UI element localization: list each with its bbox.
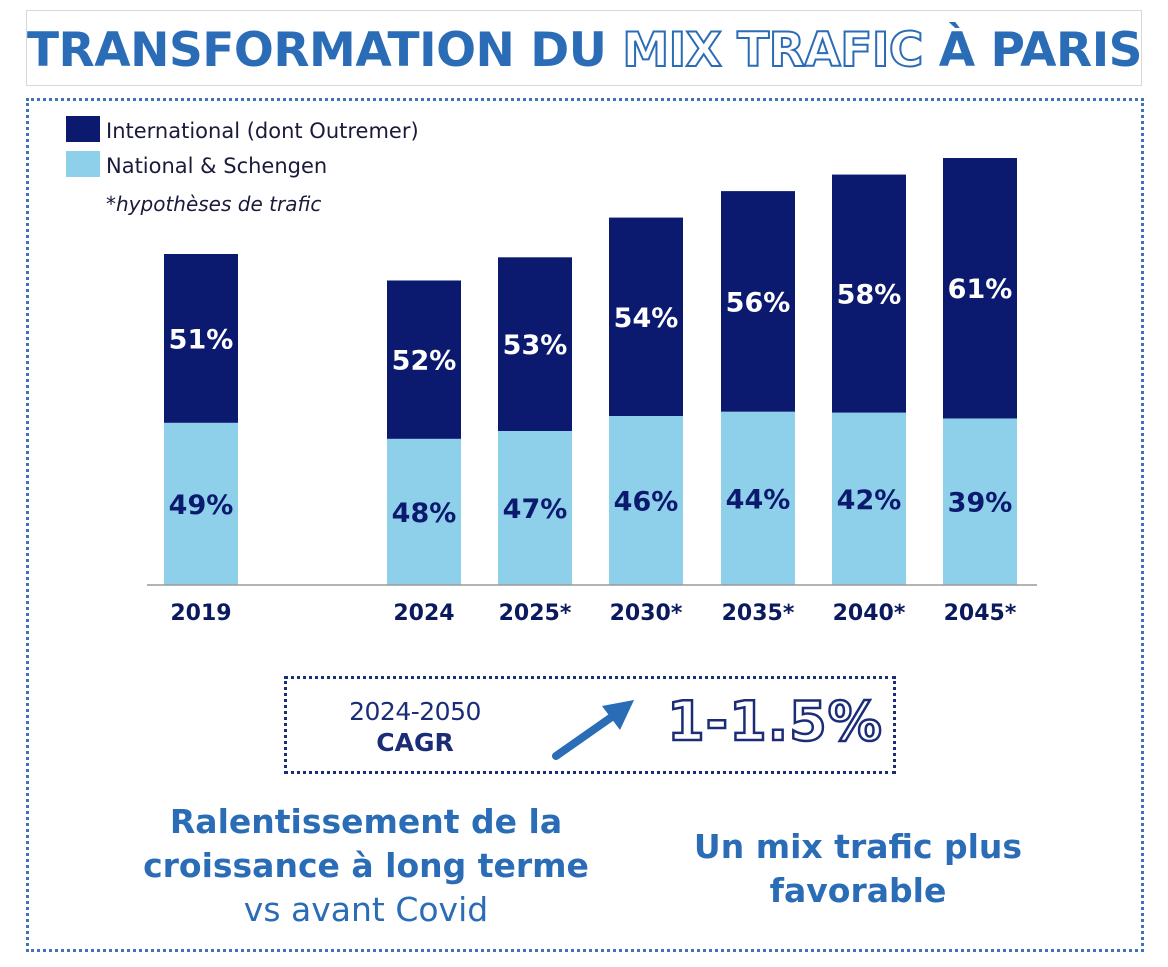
cagr-box: [284, 676, 896, 774]
title-box: TRANSFORMATION DU MIX TRAFIC À PARIS: [26, 10, 1143, 86]
legend-label-national: National & Schengen: [106, 154, 327, 178]
data-label-international-2: 53%: [503, 330, 568, 361]
growth-arrow-icon: [552, 700, 634, 760]
cagr-label: CAGR: [376, 728, 454, 757]
bar-international-5: [832, 174, 906, 413]
x-tick-label-5: 2040*: [833, 601, 906, 626]
bar-national-2: [498, 430, 572, 585]
data-label-international-1: 52%: [392, 346, 457, 377]
legend-label-international: International (dont Outremer): [106, 119, 419, 143]
bar-national-6: [943, 418, 1017, 585]
bar-national-1: [387, 438, 461, 585]
message-right-line-2: favorable: [769, 871, 947, 910]
bar-national-3: [609, 415, 683, 585]
message-right-line-1: Un mix trafic plus: [693, 827, 1023, 866]
bars-group: 49% 51% 48% 52% 47% 53% 46% 54% 44% 56% 42% 58% 39% 6…: [164, 158, 1017, 585]
title-part-3: À PARIS: [922, 23, 1143, 78]
x-tick-label-6: 2045*: [944, 601, 1017, 626]
page-title: TRANSFORMATION DU MIX TRAFIC À PARIS: [27, 22, 1143, 79]
data-label-international-6: 61%: [948, 274, 1013, 305]
data-label-national-3: 46%: [614, 486, 679, 517]
data-label-national-6: 39%: [948, 488, 1013, 519]
bar-international-0: [164, 254, 238, 423]
legend: International (dont Outremer) National &…: [66, 116, 419, 216]
message-left-line-3: vs avant Covid: [243, 890, 489, 929]
x-tick-label-2: 2025*: [499, 601, 572, 626]
message-right: Un mix trafic plus favorable: [628, 825, 1088, 913]
x-tick-labels: 2019 2024 2025* 2030* 2035* 2040* 2045*: [170, 601, 1016, 626]
bar-international-4: [721, 191, 795, 412]
x-tick-label-4: 2035*: [722, 601, 795, 626]
message-left-line-1: Ralentissement de la: [169, 802, 563, 841]
cagr-value: 1-1.5%: [666, 689, 883, 755]
data-label-national-0: 49%: [169, 490, 234, 521]
legend-swatch-national: [66, 151, 100, 177]
bar-international-1: [387, 280, 461, 439]
bar-international-6: [943, 158, 1017, 419]
bar-national-4: [721, 411, 795, 585]
message-left: Ralentissement de la croissance à long t…: [96, 800, 636, 932]
x-tick-label-0: 2019: [170, 601, 231, 626]
data-label-international-5: 58%: [837, 280, 902, 311]
title-highlight: MIX TRAFIC: [621, 22, 924, 79]
data-label-national-1: 48%: [392, 498, 457, 529]
data-label-national-4: 44%: [726, 484, 791, 515]
bar-national-5: [832, 412, 906, 585]
bar-international-2: [498, 257, 572, 431]
data-label-national-5: 42%: [837, 485, 902, 516]
x-tick-label-1: 2024: [393, 601, 454, 626]
legend-note: *hypothèses de trafic: [106, 192, 321, 216]
data-label-international-4: 56%: [726, 287, 791, 318]
bar-international-3: [609, 217, 683, 416]
x-tick-label-3: 2030*: [610, 601, 683, 626]
data-label-international-3: 54%: [614, 303, 679, 334]
data-label-national-2: 47%: [503, 494, 568, 525]
bar-national-0: [164, 422, 238, 585]
cagr-period: 2024-2050: [349, 697, 481, 726]
legend-swatch-international: [66, 116, 100, 142]
data-label-international-0: 51%: [169, 324, 234, 355]
chart-panel: [26, 98, 1144, 952]
stacked-bar-chart: International (dont Outremer) National &…: [66, 116, 1037, 626]
title-part-1: TRANSFORMATION DU: [27, 23, 623, 78]
message-left-line-2: croissance à long terme: [143, 846, 589, 885]
